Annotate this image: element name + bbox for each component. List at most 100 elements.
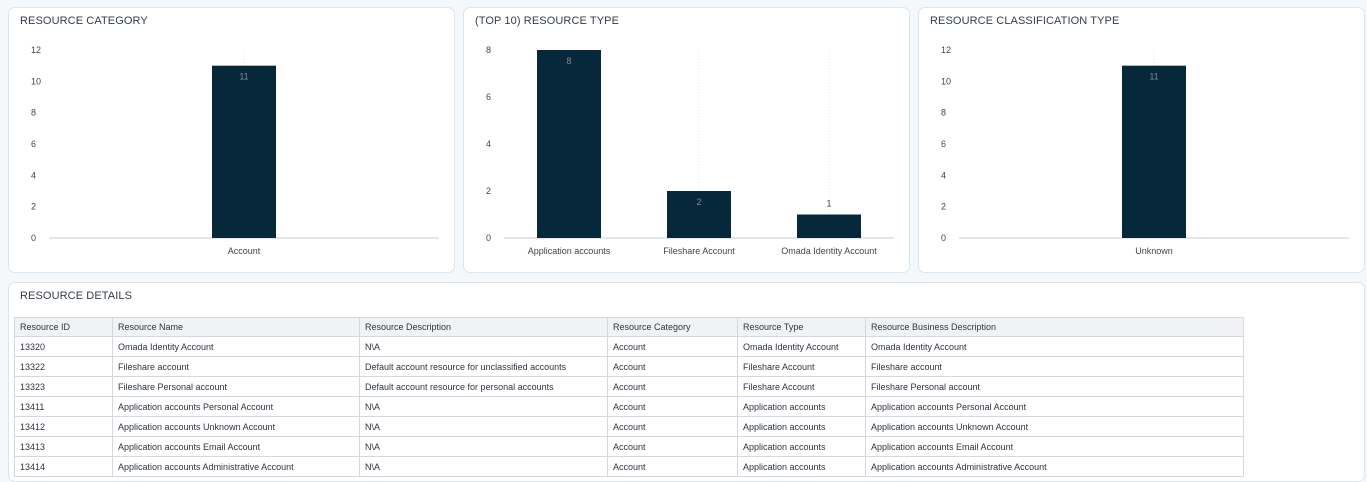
cell-resource-category: Account: [607, 356, 738, 377]
data-label: 11: [1149, 72, 1158, 82]
data-label: 1: [826, 199, 831, 209]
resource-category-card: RESOURCE CATEGORY 12 10 8 6 4 2 0 11 Account: [8, 7, 455, 273]
cell-resource-name: Fileshare account: [112, 356, 360, 377]
cell-resource-type: Application accounts: [737, 456, 866, 477]
cell-resource-name: Fileshare Personal account: [112, 376, 360, 397]
resource-type-chart: 8 6 4 2 0 8 Application accounts 2 Fileshare Acc…: [486, 45, 894, 256]
column-header-resource-type[interactable]: Resource Type: [737, 317, 866, 337]
y-tick-label: 8: [941, 108, 946, 118]
x-tick-label: Unknown: [1135, 246, 1173, 256]
cell-resource-type: Fileshare Account: [737, 356, 866, 377]
y-tick-label: 6: [31, 139, 36, 149]
y-tick-label: 2: [31, 202, 36, 212]
column-header-resource-business-description[interactable]: Resource Business Description: [865, 317, 1244, 337]
y-tick-label: 8: [31, 108, 36, 118]
x-tick-label: Omada Identity Account: [781, 246, 877, 256]
cell-resource-type: Application accounts: [737, 436, 866, 457]
bar: [667, 191, 731, 238]
y-tick-label: 2: [941, 202, 946, 212]
cell-resource-description: N\A: [359, 416, 608, 437]
cell-resource-id: 13414: [14, 456, 113, 477]
resource-classification-card: RESOURCE CLASSIFICATION TYPE 12 10 8 6 4 2 0 11…: [918, 7, 1365, 273]
y-tick-label: 12: [31, 45, 41, 55]
y-tick-label: 2: [486, 186, 491, 196]
cell-resource-business-description: Application accounts Personal Account: [865, 396, 1244, 417]
y-tick-label: 0: [941, 233, 946, 243]
bar: [212, 65, 276, 238]
column-header-resource-description[interactable]: Resource Description: [359, 317, 608, 337]
cell-resource-id: 13412: [14, 416, 113, 437]
y-tick-label: 10: [941, 76, 951, 86]
cell-resource-name: Application accounts Personal Account: [112, 396, 360, 417]
cell-resource-business-description: Application accounts Email Account: [865, 436, 1244, 457]
table-row[interactable]: 13413 Application accounts Email Account…: [14, 436, 1244, 457]
y-tick-label: 8: [486, 45, 491, 55]
y-tick-label: 4: [31, 170, 36, 180]
cell-resource-business-description: Application accounts Administrative Acco…: [865, 456, 1244, 477]
cell-resource-description: N\A: [359, 456, 608, 477]
cell-resource-description: Default account resource for unclassifie…: [359, 356, 608, 377]
data-label: 8: [566, 56, 571, 66]
table-row[interactable]: 13414 Application accounts Administrativ…: [14, 456, 1244, 477]
cell-resource-id: 13411: [14, 396, 113, 417]
x-tick-label: Account: [228, 246, 261, 256]
cell-resource-id: 13320: [14, 336, 113, 357]
cell-resource-name: Omada Identity Account: [112, 336, 360, 357]
cell-resource-category: Account: [607, 336, 738, 357]
cell-resource-category: Account: [607, 456, 738, 477]
x-tick-label: Fileshare Account: [663, 246, 735, 256]
y-tick-label: 6: [941, 139, 946, 149]
resource-type-card: (TOP 10) RESOURCE TYPE 8 6 4 2 0 8 Application…: [463, 7, 910, 273]
resource-classification-chart: 12 10 8 6 4 2 0 11 Unknown: [941, 45, 1349, 256]
resource-details-title: RESOURCE DETAILS: [20, 290, 133, 302]
resource-category-title: RESOURCE CATEGORY: [20, 15, 148, 27]
table-row[interactable]: 13323 Fileshare Personal account Default…: [14, 376, 1244, 397]
cell-resource-type: Omada Identity Account: [737, 336, 866, 357]
y-tick-label: 0: [486, 233, 491, 243]
table-row[interactable]: 13320 Omada Identity Account N\A Account…: [14, 336, 1244, 357]
y-tick-label: 6: [486, 92, 491, 102]
cell-resource-category: Account: [607, 376, 738, 397]
cell-resource-category: Account: [607, 416, 738, 437]
cell-resource-description: N\A: [359, 436, 608, 457]
column-header-resource-category[interactable]: Resource Category: [607, 317, 738, 337]
cell-resource-name: Application accounts Administrative Acco…: [112, 456, 360, 477]
resource-details-table: Resource ID Resource Name Resource Descr…: [14, 317, 1244, 477]
column-header-resource-id[interactable]: Resource ID: [14, 317, 113, 337]
cell-resource-business-description: Fileshare account: [865, 356, 1244, 377]
resource-type-title: (TOP 10) RESOURCE TYPE: [475, 15, 620, 27]
cell-resource-description: N\A: [359, 336, 608, 357]
resource-classification-title: RESOURCE CLASSIFICATION TYPE: [930, 15, 1120, 27]
y-tick-label: 0: [31, 233, 36, 243]
y-tick-label: 4: [486, 139, 491, 149]
cell-resource-id: 13323: [14, 376, 113, 397]
bar: [1122, 65, 1186, 238]
cell-resource-type: Fileshare Account: [737, 376, 866, 397]
cell-resource-id: 13413: [14, 436, 113, 457]
y-tick-label: 10: [31, 76, 41, 86]
x-tick-label: Application accounts: [528, 246, 611, 256]
cell-resource-category: Account: [607, 436, 738, 457]
table-row[interactable]: 13412 Application accounts Unknown Accou…: [14, 416, 1244, 437]
cell-resource-category: Account: [607, 396, 738, 417]
y-tick-label: 4: [941, 170, 946, 180]
column-header-resource-name[interactable]: Resource Name: [112, 317, 360, 337]
cell-resource-business-description: Fileshare Personal account: [865, 376, 1244, 397]
cell-resource-name: Application accounts Email Account: [112, 436, 360, 457]
cell-resource-business-description: Application accounts Unknown Account: [865, 416, 1244, 437]
table-header-row: Resource ID Resource Name Resource Descr…: [14, 317, 1244, 337]
y-tick-label: 12: [941, 45, 951, 55]
table-row[interactable]: 13322 Fileshare account Default account …: [14, 356, 1244, 377]
data-label: 11: [239, 72, 248, 82]
cell-resource-type: Application accounts: [737, 396, 866, 417]
resource-category-chart: 12 10 8 6 4 2 0 11 Account: [31, 45, 439, 256]
cell-resource-description: N\A: [359, 396, 608, 417]
bar: [537, 50, 601, 238]
cell-resource-type: Application accounts: [737, 416, 866, 437]
cell-resource-business-description: Omada Identity Account: [865, 336, 1244, 357]
cell-resource-description: Default account resource for personal ac…: [359, 376, 608, 397]
cell-resource-id: 13322: [14, 356, 113, 377]
data-label: 2: [696, 197, 701, 207]
table-row[interactable]: 13411 Application accounts Personal Acco…: [14, 396, 1244, 417]
bar: [797, 214, 861, 238]
